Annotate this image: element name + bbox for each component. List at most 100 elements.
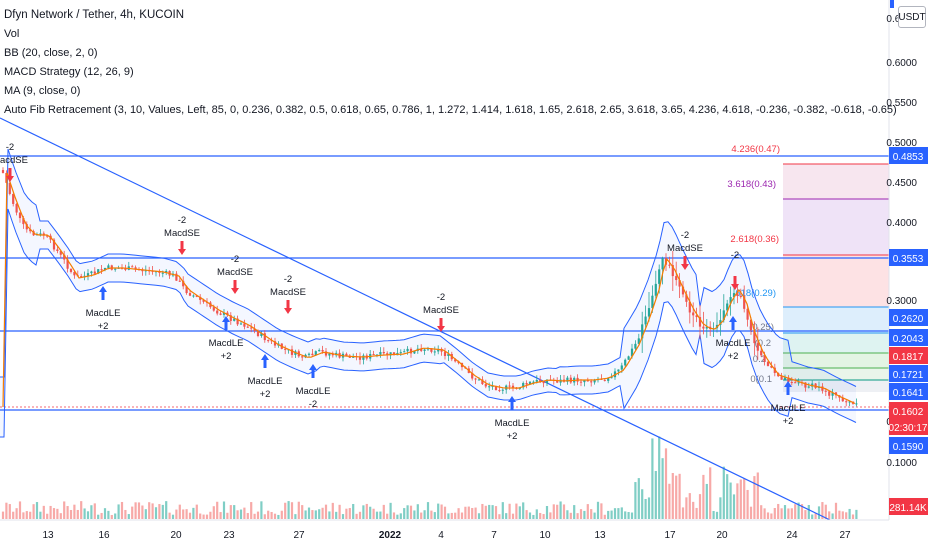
candle-body [671,265,674,277]
candle-body [8,182,11,194]
time-tick: 23 [223,530,235,541]
signal-label: MacdSE [270,287,306,298]
candle-body [831,392,834,396]
volume-bar [86,511,90,519]
candle-body [86,273,90,276]
fib-label: 4.236(0.47) [731,144,780,155]
candle-body [763,355,766,362]
legend-ma[interactable]: MA (9, close, 0) [4,85,81,97]
volume-bar [239,509,243,519]
candle-body [743,296,746,309]
candle-body [797,382,800,384]
candle-body [212,307,215,311]
volume-bar [753,476,756,519]
volume-bar [202,514,205,519]
price-tag-label: 0.4853 [893,152,924,163]
volume-bar [277,514,280,519]
volume-bar [151,503,154,519]
candle-body [182,280,185,287]
legend-fib[interactable]: Auto Fib Retracement (3, 10, Values, Lef… [4,104,897,116]
volume-bar [726,474,729,519]
signal-label: MacdLE [716,338,751,349]
candle-body [454,359,457,362]
candle-body [124,267,127,270]
volume-bar [695,507,698,519]
candle-body [532,381,535,383]
volume-bar [243,507,246,519]
candle-body [719,320,722,325]
volume-bar [440,504,443,519]
legend-vol[interactable]: Vol [4,28,20,40]
candle-body [647,308,651,317]
volume-bar [671,473,674,519]
volume-bar [566,510,569,519]
volume-bar [528,512,532,519]
signal-label: -2 [178,215,186,226]
candle-body [821,386,824,391]
horizontal-levels[interactable] [0,155,889,411]
signal-label: MacdLE [296,386,331,397]
price-tag-label: 0.1641 [893,388,924,399]
volume-bar [97,514,100,519]
candle-body [107,265,110,268]
price-axis[interactable]: 0.65000.60000.55000.50000.45000.40000.30… [886,0,932,520]
price-tag [889,437,928,454]
candle-body [46,235,49,237]
trend-line[interactable] [0,117,831,521]
buy-arrow-icon [508,396,516,410]
signal-label: MacdSE [0,155,28,166]
candle-body [732,293,736,298]
volume-bar [148,502,151,519]
candle-body [522,382,525,388]
volume-bar [777,503,780,519]
volume-bar [763,508,766,519]
candle-body [69,268,73,272]
time-tick: 27 [839,530,851,541]
volume-bar [678,473,681,519]
currency-button[interactable]: USDT [898,6,926,28]
volume-bar [644,498,647,519]
symbol-title[interactable]: Dfyn Network / Tether, 4h, KUCOIN [4,9,185,21]
volume-bar [406,505,409,519]
candle-body [372,354,375,356]
volume-bar [117,504,120,519]
volume-bar [770,513,773,519]
candle-body [188,293,192,296]
candle-body [301,356,304,358]
volume-bar [484,505,487,519]
legend-bb[interactable]: BB (20, close, 2, 0) [4,47,98,59]
sell-arrow-icon [231,280,239,294]
candle-body [256,331,260,336]
volume-bar [205,514,209,519]
price-tick: 0.4000 [886,218,917,229]
legend-macd[interactable]: MACD Strategy (12, 26, 9) [4,66,134,78]
buy-arrow-icon [784,381,792,395]
volume-bar [722,466,725,519]
volume-bar [352,503,355,519]
fib-label: 0(0.1 [750,374,772,385]
candle-body [766,361,770,366]
top-edge-marker [890,0,894,8]
volume-bar [477,513,481,519]
price-tag-label: 0.1602 [893,407,924,418]
time-tick: 10 [539,530,551,541]
candle-body [97,269,100,274]
time-axis[interactable]: 13 16 20 23 27 2022 4 7 10 13 17 20 24 27 [0,519,932,550]
price-tag [889,498,928,515]
signal-label: -2 [309,399,317,410]
volume-bar [260,501,263,519]
volume-bar [314,510,317,519]
volume-bar [185,509,188,519]
volume-bar [494,506,498,519]
volume-bar [1,511,5,519]
candle-body [392,352,396,356]
candle-body [406,348,409,352]
candle-body [705,326,708,329]
volume-bar [267,510,270,519]
signal-label: MacdSE [667,243,703,254]
volume-bar [556,504,559,519]
volume-bars [1,436,858,519]
buy-signal: MacdLE +2 [495,396,529,442]
volume-bar [647,497,651,519]
